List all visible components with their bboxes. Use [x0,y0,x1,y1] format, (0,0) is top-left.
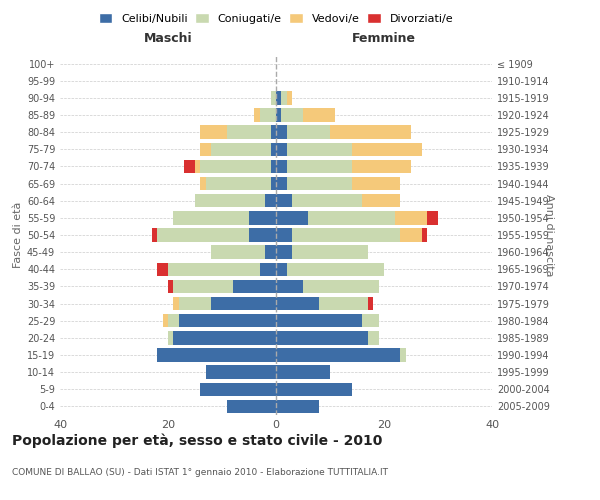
Bar [362,194,400,207]
Bar [271,160,276,173]
Bar [173,331,276,344]
Bar [352,142,422,156]
Bar [168,331,173,344]
Bar [184,160,195,173]
Bar [276,142,287,156]
Bar [157,228,249,241]
Text: COMUNE DI BALLAO (SU) - Dati ISTAT 1° gennaio 2010 - Elaborazione TUTTITALIA.IT: COMUNE DI BALLAO (SU) - Dati ISTAT 1° ge… [12,468,388,477]
Bar [276,331,368,344]
Bar [249,228,276,241]
Bar [206,177,271,190]
Bar [281,91,287,104]
Bar [260,262,276,276]
Bar [368,297,373,310]
Bar [227,126,271,139]
Bar [200,177,206,190]
Bar [276,382,352,396]
Bar [276,262,287,276]
Bar [287,142,352,156]
Bar [173,211,249,224]
Bar [276,108,281,122]
Bar [271,91,276,104]
Bar [287,177,352,190]
Bar [330,126,411,139]
Bar [276,194,292,207]
Bar [179,297,211,310]
Bar [265,246,276,259]
Legend: Celibi/Nubili, Coniugati/e, Vedovi/e, Divorziati/e: Celibi/Nubili, Coniugati/e, Vedovi/e, Di… [97,10,455,26]
Bar [179,314,276,328]
Bar [400,228,422,241]
Bar [260,108,276,122]
Bar [276,348,400,362]
Bar [287,262,384,276]
Bar [308,211,395,224]
Bar [168,280,173,293]
Bar [287,126,330,139]
Bar [276,280,303,293]
Bar [195,194,265,207]
Bar [200,142,211,156]
Bar [200,126,227,139]
Bar [276,314,362,328]
Bar [276,400,319,413]
Bar [287,160,352,173]
Text: Maschi: Maschi [143,32,193,44]
Bar [271,142,276,156]
Bar [152,228,157,241]
Bar [271,177,276,190]
Bar [292,246,368,259]
Bar [211,142,271,156]
Bar [211,246,265,259]
Bar [395,211,427,224]
Bar [292,228,400,241]
Bar [157,262,168,276]
Bar [249,211,276,224]
Bar [319,297,368,310]
Bar [276,91,281,104]
Bar [276,246,292,259]
Bar [265,194,276,207]
Bar [254,108,260,122]
Bar [211,297,276,310]
Bar [276,177,287,190]
Bar [276,126,287,139]
Bar [292,194,362,207]
Bar [276,211,308,224]
Bar [276,297,319,310]
Bar [276,160,287,173]
Bar [163,314,168,328]
Bar [271,126,276,139]
Bar [168,314,179,328]
Text: Femmine: Femmine [352,32,416,44]
Bar [287,91,292,104]
Bar [352,160,411,173]
Bar [368,331,379,344]
Bar [303,280,379,293]
Bar [173,280,233,293]
Bar [427,211,438,224]
Bar [206,366,276,379]
Bar [173,297,179,310]
Bar [281,108,303,122]
Bar [195,160,200,173]
Bar [157,348,276,362]
Bar [276,228,292,241]
Bar [276,366,330,379]
Bar [400,348,406,362]
Bar [233,280,276,293]
Bar [422,228,427,241]
Bar [303,108,335,122]
Bar [200,382,276,396]
Bar [168,262,260,276]
Text: Popolazione per età, sesso e stato civile - 2010: Popolazione per età, sesso e stato civil… [12,434,382,448]
Bar [227,400,276,413]
Y-axis label: Anni di nascita: Anni di nascita [544,194,554,276]
Bar [362,314,379,328]
Bar [352,177,400,190]
Bar [200,160,271,173]
Y-axis label: Fasce di età: Fasce di età [13,202,23,268]
